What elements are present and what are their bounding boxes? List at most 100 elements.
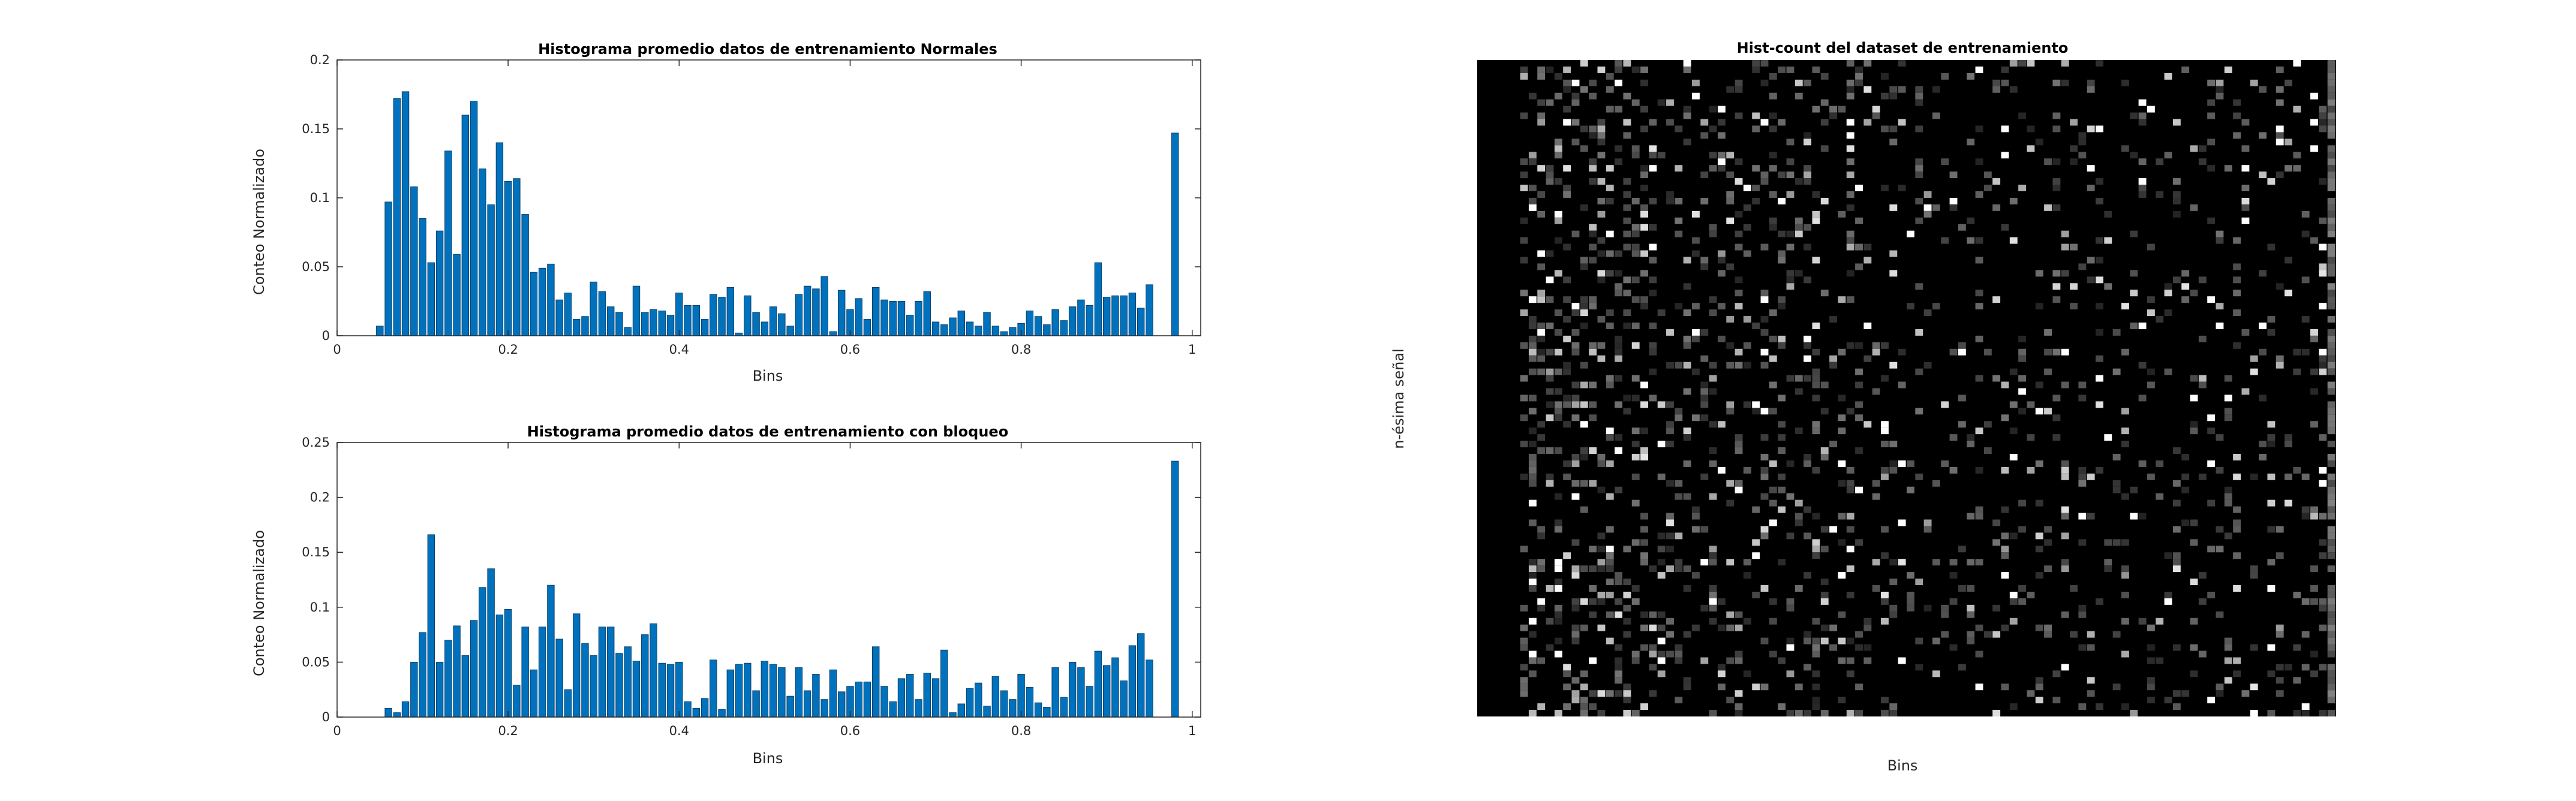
heatmap-cell xyxy=(1769,335,1777,342)
heatmap-cell xyxy=(2310,368,2318,375)
heatmap-cell xyxy=(2267,710,2276,716)
heatmap-cell xyxy=(2061,348,2069,356)
heatmap-cell xyxy=(1949,559,1958,566)
heatmap-cell xyxy=(2190,519,2198,526)
bar xyxy=(1034,702,1042,718)
heatmap-cell xyxy=(1520,171,1528,179)
heatmap-cell xyxy=(1812,395,1820,402)
heatmap-cell xyxy=(1752,185,1760,191)
bar xyxy=(752,312,760,336)
heatmap-cell xyxy=(2121,618,2129,625)
heatmap-cell xyxy=(1580,125,1588,133)
heatmap-cell xyxy=(1752,197,1760,204)
bar xyxy=(684,701,692,718)
heatmap-cell xyxy=(2112,454,2121,460)
heatmap-cell xyxy=(2327,119,2335,126)
heatmap-cell xyxy=(2052,79,2061,86)
heatmap-cell xyxy=(2172,552,2181,559)
heatmap-cell xyxy=(1872,106,1880,113)
heatmap-cell xyxy=(1666,329,1674,336)
heatmap-cell xyxy=(1692,79,1700,86)
heatmap-cell xyxy=(2198,572,2207,579)
bar xyxy=(966,321,974,336)
bar xyxy=(1043,707,1051,718)
heatmap-cell xyxy=(1855,401,1863,408)
heatmap-cell xyxy=(2121,79,2129,86)
heatmap-cell xyxy=(1881,125,1889,133)
heatmap-cell xyxy=(1589,565,1597,573)
heatmap-cell xyxy=(1795,178,1803,185)
heatmap-cell xyxy=(1735,243,1743,251)
heatmap-cell xyxy=(1820,145,1829,152)
heatmap-cell xyxy=(2121,145,2129,152)
heatmap-cell xyxy=(1958,395,1966,402)
heatmap-cell xyxy=(1769,355,1777,362)
heatmap-cell xyxy=(1923,604,1932,612)
heatmap-cell xyxy=(1683,335,1691,342)
heatmap-cell xyxy=(1631,441,1640,448)
bar xyxy=(1060,697,1068,718)
heatmap-cell xyxy=(1726,152,1735,159)
heatmap-cell xyxy=(2207,427,2216,435)
heatmap-cell xyxy=(1606,690,1614,697)
heatmap-cell xyxy=(2327,624,2335,631)
heatmap-cell xyxy=(1855,631,1863,638)
heatmap-cell xyxy=(1546,585,1554,592)
bar xyxy=(384,201,392,336)
heatmap-cell xyxy=(1589,598,1597,605)
heatmap-cell xyxy=(2259,171,2267,179)
heatmap-cell xyxy=(1735,276,1743,284)
heatmap-cell xyxy=(2052,185,2061,191)
heatmap-cell xyxy=(1563,368,1571,375)
bar xyxy=(1086,686,1093,718)
bar xyxy=(435,230,444,336)
bar xyxy=(940,649,948,718)
heatmap-cell xyxy=(2319,178,2327,185)
heatmap-cell xyxy=(1606,565,1614,573)
heatmap-cell xyxy=(1855,447,1863,454)
heatmap-cell xyxy=(2327,355,2335,362)
heatmap-cell xyxy=(2224,66,2232,73)
heatmap-cell xyxy=(1735,86,1743,93)
heatmap-cell xyxy=(2001,66,2009,73)
heatmap-cell xyxy=(1907,303,1914,310)
heatmap-cell xyxy=(2018,185,2027,191)
heatmap-cell xyxy=(1554,611,1562,618)
bar xyxy=(983,312,991,336)
heatmap-cell xyxy=(1829,362,1838,369)
heatmap-cell xyxy=(2096,178,2103,185)
bar xyxy=(632,285,641,336)
heatmap-cell xyxy=(1735,79,1743,86)
heatmap-cell xyxy=(1657,670,1666,677)
heatmap-cell xyxy=(2198,381,2207,389)
heatmap-cell xyxy=(1571,539,1580,546)
heatmap-cell xyxy=(2327,125,2335,133)
heatmap-cell xyxy=(2319,513,2327,520)
heatmap-cell xyxy=(1992,204,2001,211)
heatmap-cell xyxy=(2216,683,2224,691)
heatmap-cell xyxy=(2096,355,2103,362)
heatmap-cell xyxy=(1683,460,1691,467)
heatmap-cell xyxy=(1803,335,1812,342)
heatmap-cell xyxy=(1580,86,1588,93)
heatmap-cell xyxy=(1537,335,1546,342)
heatmap-cell xyxy=(1881,185,1889,191)
heatmap-cell xyxy=(1571,342,1580,349)
heatmap-cell xyxy=(1571,565,1580,573)
heatmap-cell xyxy=(2319,598,2327,605)
bar xyxy=(598,627,606,718)
heatmap-cell xyxy=(1623,92,1631,100)
heatmap-cell xyxy=(2001,125,2009,133)
heatmap-cell xyxy=(2156,657,2164,664)
bar xyxy=(931,678,940,718)
heatmap-cell xyxy=(1615,486,1623,493)
bar xyxy=(1094,651,1102,718)
heatmap-cell xyxy=(1820,454,1829,460)
heatmap-cell xyxy=(2267,526,2276,533)
heatmap-cell xyxy=(2207,697,2216,704)
heatmap-cell xyxy=(2035,572,2043,579)
heatmap-cell xyxy=(1520,395,1528,402)
heatmap-cell xyxy=(1571,624,1580,631)
heatmap-cell xyxy=(1537,290,1546,297)
heatmap-cell xyxy=(2121,572,2129,579)
